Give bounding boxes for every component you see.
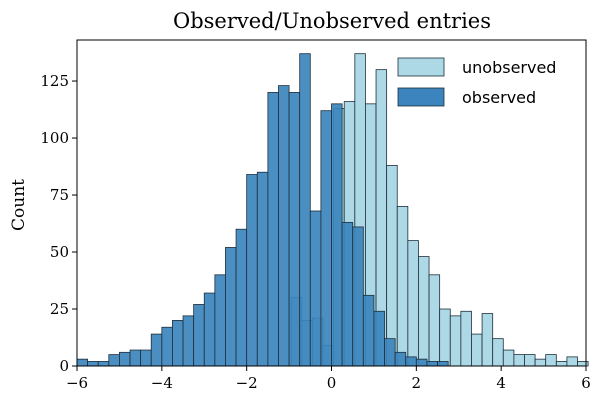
bar-observed-6 bbox=[140, 349, 152, 367]
bar-observed-33 bbox=[426, 361, 438, 367]
x-tick-label: −4 bbox=[151, 374, 173, 392]
bar-unobserved-22 bbox=[524, 354, 536, 367]
bar-observed-11 bbox=[193, 304, 205, 367]
bar-unobserved-9 bbox=[386, 164, 398, 367]
bar-observed-21 bbox=[299, 53, 311, 367]
y-tick-label: 125 bbox=[40, 72, 69, 90]
bar-observed-0 bbox=[76, 358, 89, 367]
bar-observed-26 bbox=[352, 226, 364, 367]
x-tick-label: −2 bbox=[236, 374, 258, 392]
bar-unobserved-23 bbox=[534, 358, 547, 367]
bar-observed-1 bbox=[87, 361, 99, 367]
y-tick-label: 0 bbox=[59, 357, 69, 375]
y-tick-label: 50 bbox=[50, 243, 69, 261]
bar-unobserved-17 bbox=[471, 333, 483, 367]
y-tick-label: 75 bbox=[50, 186, 69, 204]
y-tick-label: 100 bbox=[40, 129, 69, 147]
bar-observed-14 bbox=[225, 247, 237, 367]
bar-observed-8 bbox=[161, 326, 173, 367]
bar-observed-23 bbox=[320, 110, 332, 367]
legend-label-unobserved: unobserved bbox=[462, 58, 556, 77]
series-observed-bars bbox=[76, 53, 449, 367]
bar-unobserved-13 bbox=[428, 274, 441, 367]
x-tick-label: −6 bbox=[66, 374, 88, 392]
bar-unobserved-18 bbox=[481, 313, 494, 367]
bar-observed-28 bbox=[373, 310, 385, 367]
bar-unobserved-12 bbox=[418, 256, 430, 367]
bar-observed-2 bbox=[97, 361, 110, 367]
bar-observed-20 bbox=[288, 92, 301, 367]
bar-observed-9 bbox=[172, 320, 184, 367]
bar-unobserved-26 bbox=[566, 356, 578, 367]
bar-observed-29 bbox=[384, 338, 396, 367]
chart-title: Observed/Unobserved entries bbox=[173, 9, 491, 33]
axes: −6 −4 −2 0 2 4 6 0 25 50 75 100 125 bbox=[40, 39, 591, 392]
bar-observed-5 bbox=[129, 349, 142, 367]
bar-unobserved-27 bbox=[577, 361, 589, 367]
legend-swatch-unobserved bbox=[397, 57, 445, 77]
bar-observed-13 bbox=[214, 274, 226, 367]
bar-observed-17 bbox=[256, 171, 269, 367]
bar-observed-34 bbox=[437, 361, 449, 367]
bar-observed-19 bbox=[278, 85, 290, 367]
bar-observed-10 bbox=[182, 315, 195, 367]
bar-observed-18 bbox=[267, 92, 279, 367]
bar-observed-22 bbox=[309, 210, 322, 367]
bar-unobserved-21 bbox=[513, 354, 525, 367]
x-tick-label: 0 bbox=[327, 374, 337, 392]
bar-observed-27 bbox=[362, 294, 375, 367]
bar-observed-4 bbox=[119, 351, 131, 367]
legend-label-observed: observed bbox=[462, 88, 536, 107]
x-tick-label: 6 bbox=[581, 374, 591, 392]
y-tick-label: 25 bbox=[50, 300, 69, 318]
legend: unobserved observed bbox=[397, 57, 556, 107]
x-tick-label: 2 bbox=[412, 374, 422, 392]
bar-unobserved-15 bbox=[449, 315, 462, 367]
bar-observed-25 bbox=[341, 221, 354, 367]
bar-unobserved-24 bbox=[545, 354, 557, 367]
bar-observed-30 bbox=[394, 351, 407, 367]
bar-unobserved-20 bbox=[502, 349, 515, 367]
bar-observed-12 bbox=[203, 292, 216, 367]
bar-observed-32 bbox=[415, 358, 428, 367]
bar-unobserved-10 bbox=[396, 206, 409, 367]
bar-unobserved-19 bbox=[492, 338, 504, 367]
y-axis-label: Count bbox=[9, 179, 29, 231]
legend-swatch-observed bbox=[397, 87, 445, 107]
bar-unobserved-16 bbox=[460, 310, 472, 367]
bar-unobserved-11 bbox=[407, 240, 419, 367]
x-tick-label: 4 bbox=[496, 374, 506, 392]
bar-observed-15 bbox=[235, 228, 248, 367]
bar-observed-16 bbox=[246, 174, 258, 367]
bar-observed-7 bbox=[150, 333, 163, 367]
bar-unobserved-25 bbox=[555, 361, 568, 367]
bar-unobserved-14 bbox=[439, 308, 451, 367]
bar-observed-31 bbox=[405, 356, 417, 367]
bar-observed-24 bbox=[331, 103, 343, 367]
bar-observed-3 bbox=[108, 354, 120, 367]
